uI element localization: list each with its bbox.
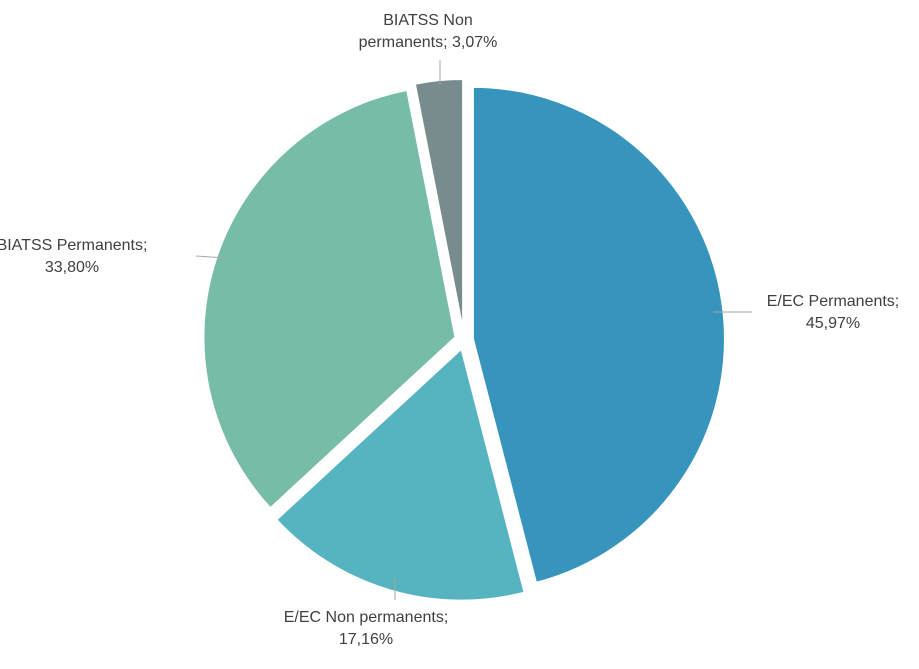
- slices-layer: [202, 78, 726, 602]
- pie-slice-biatss-non-permanents: [413, 78, 465, 332]
- pie-slice-biatss-permanents: [202, 88, 457, 510]
- leader-line-3: [195, 255, 227, 259]
- pie-slice-e-ec-permanents: [471, 85, 726, 585]
- data-label-e-ec-permanents: E/EC Permanents; 45,97%: [767, 293, 900, 332]
- data-label-value: 33,80%: [45, 259, 99, 276]
- pie-slice-e-ec-non-permanents: [274, 346, 526, 602]
- data-label-category: BIATSS Permanents;: [0, 237, 147, 254]
- data-label-biatss-non-permanents: BIATSS Non permanents; 3,07%: [359, 12, 498, 51]
- data-label-biatss-permanents: BIATSS Permanents; 33,80%: [0, 237, 147, 276]
- data-label-category: E/EC Non permanents;: [284, 609, 449, 626]
- data-label-value: permanents; 3,07%: [359, 34, 498, 51]
- data-label-category: E/EC Permanents;: [767, 293, 900, 310]
- data-label-e-ec-non-permanents: E/EC Non permanents; 17,16%: [284, 609, 449, 648]
- data-label-value: 45,97%: [806, 315, 860, 332]
- leader-lines-layer: [195, 60, 752, 600]
- data-labels-layer: E/EC Permanents; 45,97% E/EC Non permanent…: [0, 12, 899, 648]
- data-label-value: 17,16%: [339, 631, 393, 648]
- data-label-category: BIATSS Non: [383, 12, 473, 29]
